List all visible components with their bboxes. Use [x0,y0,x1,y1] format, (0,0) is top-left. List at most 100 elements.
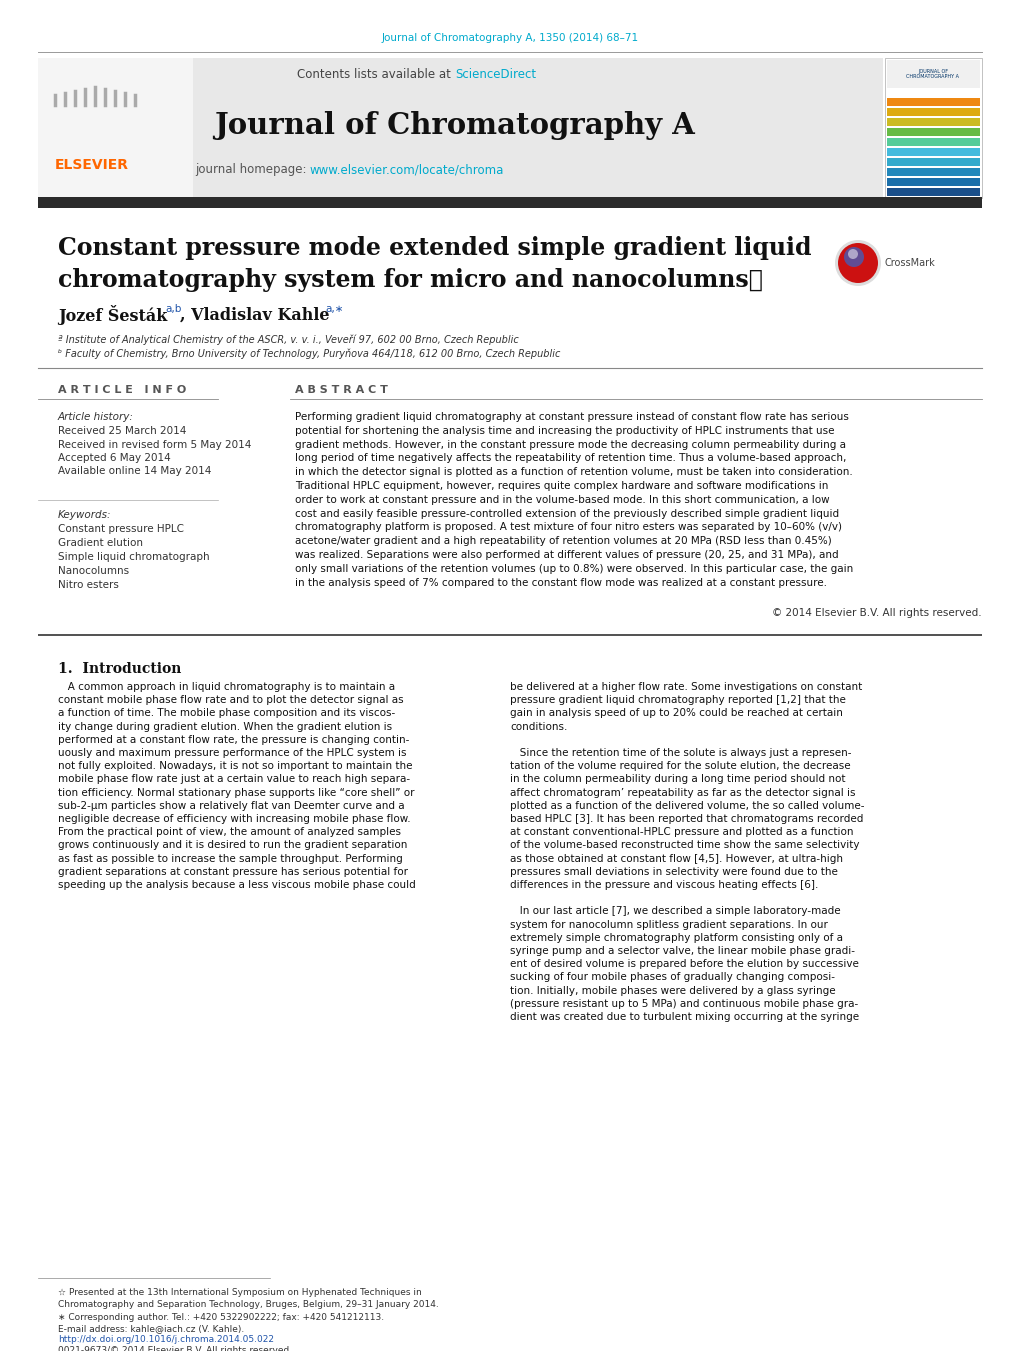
Text: Journal of Chromatography A, 1350 (2014) 68–71: Journal of Chromatography A, 1350 (2014)… [381,32,638,43]
Text: pressures small deviations in selectivity were found due to the: pressures small deviations in selectivit… [510,867,837,877]
Text: ∗ Corresponding author. Tel.: +420 5322902222; fax: +420 541212113.: ∗ Corresponding author. Tel.: +420 53229… [58,1313,384,1323]
Text: a function of time. The mobile phase composition and its viscos-: a function of time. The mobile phase com… [58,708,395,719]
Text: in the column permeability during a long time period should not: in the column permeability during a long… [510,774,845,785]
Text: differences in the pressure and viscous heating effects [6].: differences in the pressure and viscous … [510,880,817,890]
Text: grows continuously and it is desired to run the gradient separation: grows continuously and it is desired to … [58,840,407,850]
Circle shape [835,240,880,286]
Text: Constant pressure mode extended simple gradient liquid: Constant pressure mode extended simple g… [58,236,811,259]
Text: potential for shortening the analysis time and increasing the productivity of HP: potential for shortening the analysis ti… [294,426,834,436]
Text: Constant pressure HPLC: Constant pressure HPLC [58,524,183,534]
Text: Performing gradient liquid chromatography at constant pressure instead of consta: Performing gradient liquid chromatograph… [294,412,848,422]
Text: From the practical point of view, the amount of analyzed samples: From the practical point of view, the am… [58,827,400,838]
Text: Since the retention time of the solute is always just a represen-: Since the retention time of the solute i… [510,748,851,758]
Circle shape [838,243,877,282]
Text: not fully exploited. Nowadays, it is not so important to maintain the: not fully exploited. Nowadays, it is not… [58,761,412,771]
Text: Contents lists available at: Contents lists available at [298,69,454,81]
Text: of the volume-based reconstructed time show the same selectivity: of the volume-based reconstructed time s… [510,840,859,850]
Text: A B S T R A C T: A B S T R A C T [294,385,387,394]
Text: Nitro esters: Nitro esters [58,580,119,590]
Text: Simple liquid chromatograph: Simple liquid chromatograph [58,553,210,562]
Text: Traditional HPLC equipment, however, requires quite complex hardware and softwar: Traditional HPLC equipment, however, req… [294,481,827,490]
Text: tion. Initially, mobile phases were delivered by a glass syringe: tion. Initially, mobile phases were deli… [510,986,835,996]
Text: be delivered at a higher flow rate. Some investigations on constant: be delivered at a higher flow rate. Some… [510,682,861,692]
Text: system for nanocolumn splitless gradient separations. In our: system for nanocolumn splitless gradient… [510,920,827,929]
Text: as fast as possible to increase the sample throughput. Performing: as fast as possible to increase the samp… [58,854,403,863]
Text: order to work at constant pressure and in the volume-based mode. In this short c: order to work at constant pressure and i… [294,494,828,505]
Bar [887,158,979,166]
Text: Received 25 March 2014: Received 25 March 2014 [58,426,186,436]
Text: chromatography system for micro and nanocolumns⋆: chromatography system for micro and nano… [58,267,762,292]
Text: gain in analysis speed of up to 20% could be reached at certain: gain in analysis speed of up to 20% coul… [510,708,842,719]
Text: gradient methods. However, in the constant pressure mode the decreasing column p: gradient methods. However, in the consta… [294,439,845,450]
Text: syringe pump and a selector valve, the linear mobile phase gradi-: syringe pump and a selector valve, the l… [510,946,854,957]
Text: chromatography platform is proposed. A test mixture of four nitro esters was sep: chromatography platform is proposed. A t… [294,523,841,532]
Bar [887,168,979,176]
Bar [887,188,979,196]
Text: 0021-9673/© 2014 Elsevier B.V. All rights reserved.: 0021-9673/© 2014 Elsevier B.V. All right… [58,1346,291,1351]
Bar [887,178,979,186]
Bar [887,128,979,136]
Text: CrossMark: CrossMark [884,258,934,267]
Text: acetone/water gradient and a high repeatability of retention volumes at 20 MPa (: acetone/water gradient and a high repeat… [294,536,830,546]
Text: © 2014 Elsevier B.V. All rights reserved.: © 2014 Elsevier B.V. All rights reserved… [771,608,981,617]
Circle shape [847,249,857,259]
Text: E-mail address: kahle@iach.cz (V. Kahle).: E-mail address: kahle@iach.cz (V. Kahle)… [58,1324,244,1333]
Text: Nanocolumns: Nanocolumns [58,566,129,576]
Bar [887,108,979,116]
Text: uously and maximum pressure performance of the HPLC system is: uously and maximum pressure performance … [58,748,407,758]
Bar [887,138,979,146]
Text: at constant conventional-HPLC pressure and plotted as a function: at constant conventional-HPLC pressure a… [510,827,853,838]
Text: ELSEVIER: ELSEVIER [55,158,128,172]
Text: in which the detector signal is plotted as a function of retention volume, must : in which the detector signal is plotted … [294,467,852,477]
Text: Jozef Šesták: Jozef Šesták [58,305,167,326]
Text: ª Institute of Analytical Chemistry of the ASCR, v. v. i., Veveří 97, 602 00 Brn: ª Institute of Analytical Chemistry of t… [58,335,519,346]
Text: tion efficiency. Normal stationary phase supports like “core shell” or: tion efficiency. Normal stationary phase… [58,788,414,797]
Bar [884,58,981,199]
Text: Keywords:: Keywords: [58,509,111,520]
Circle shape [843,247,863,267]
Text: Accepted 6 May 2014: Accepted 6 May 2014 [58,453,170,463]
Text: affect chromatogram’ repeatability as far as the detector signal is: affect chromatogram’ repeatability as fa… [510,788,855,797]
Text: extremely simple chromatography platform consisting only of a: extremely simple chromatography platform… [510,932,842,943]
Bar [887,59,979,88]
Text: , Vladislav Kahle: , Vladislav Kahle [179,307,329,323]
Text: A common approach in liquid chromatography is to maintain a: A common approach in liquid chromatograp… [58,682,394,692]
Text: Article history:: Article history: [58,412,133,422]
Text: 1.  Introduction: 1. Introduction [58,662,181,676]
Text: JOURNAL OF
CHROMATOGRAPHY A: JOURNAL OF CHROMATOGRAPHY A [906,69,959,80]
Text: Chromatography and Separation Technology, Bruges, Belgium, 29–31 January 2014.: Chromatography and Separation Technology… [58,1300,438,1309]
Text: based HPLC [3]. It has been reported that chromatograms recorded: based HPLC [3]. It has been reported tha… [510,815,862,824]
Text: In our last article [7], we described a simple laboratory-made: In our last article [7], we described a … [510,907,840,916]
Text: journal homepage:: journal homepage: [195,163,310,177]
Text: conditions.: conditions. [510,721,567,732]
Text: long period of time negatively affects the repeatability of retention time. Thus: long period of time negatively affects t… [294,454,846,463]
Bar [38,197,981,208]
Text: Available online 14 May 2014: Available online 14 May 2014 [58,466,211,477]
Text: was realized. Separations were also performed at different values of pressure (2: was realized. Separations were also perf… [294,550,838,561]
Text: A R T I C L E   I N F O: A R T I C L E I N F O [58,385,186,394]
Text: Gradient elution: Gradient elution [58,538,143,549]
Text: Journal of Chromatography A: Journal of Chromatography A [214,111,695,139]
Text: dient was created due to turbulent mixing occurring at the syringe: dient was created due to turbulent mixin… [510,1012,858,1021]
Bar [887,99,979,105]
Text: only small variations of the retention volumes (up to 0.8%) were observed. In th: only small variations of the retention v… [294,563,853,574]
Text: mobile phase flow rate just at a certain value to reach high separa-: mobile phase flow rate just at a certain… [58,774,410,785]
Text: in the analysis speed of 7% compared to the constant flow mode was realized at a: in the analysis speed of 7% compared to … [294,578,826,588]
Text: tation of the volume required for the solute elution, the decrease: tation of the volume required for the so… [510,761,850,771]
Text: www.elsevier.com/locate/chroma: www.elsevier.com/locate/chroma [310,163,503,177]
Text: a,b: a,b [165,304,181,313]
Text: gradient separations at constant pressure has serious potential for: gradient separations at constant pressur… [58,867,408,877]
Bar [38,58,193,199]
Bar [38,58,882,199]
Text: performed at a constant flow rate, the pressure is changing contin-: performed at a constant flow rate, the p… [58,735,409,744]
Text: ScienceDirect: ScienceDirect [454,69,536,81]
Bar [887,118,979,126]
Text: ity change during gradient elution. When the gradient elution is: ity change during gradient elution. When… [58,721,391,732]
Text: a,∗: a,∗ [325,304,343,313]
Text: constant mobile phase flow rate and to plot the detector signal as: constant mobile phase flow rate and to p… [58,696,404,705]
Text: http://dx.doi.org/10.1016/j.chroma.2014.05.022: http://dx.doi.org/10.1016/j.chroma.2014.… [58,1335,274,1344]
Text: ᵇ Faculty of Chemistry, Brno University of Technology, Puryňova 464/118, 612 00 : ᵇ Faculty of Chemistry, Brno University … [58,349,559,359]
Text: speeding up the analysis because a less viscous mobile phase could: speeding up the analysis because a less … [58,880,416,890]
Text: ent of desired volume is prepared before the elution by successive: ent of desired volume is prepared before… [510,959,858,969]
Bar [38,634,981,636]
